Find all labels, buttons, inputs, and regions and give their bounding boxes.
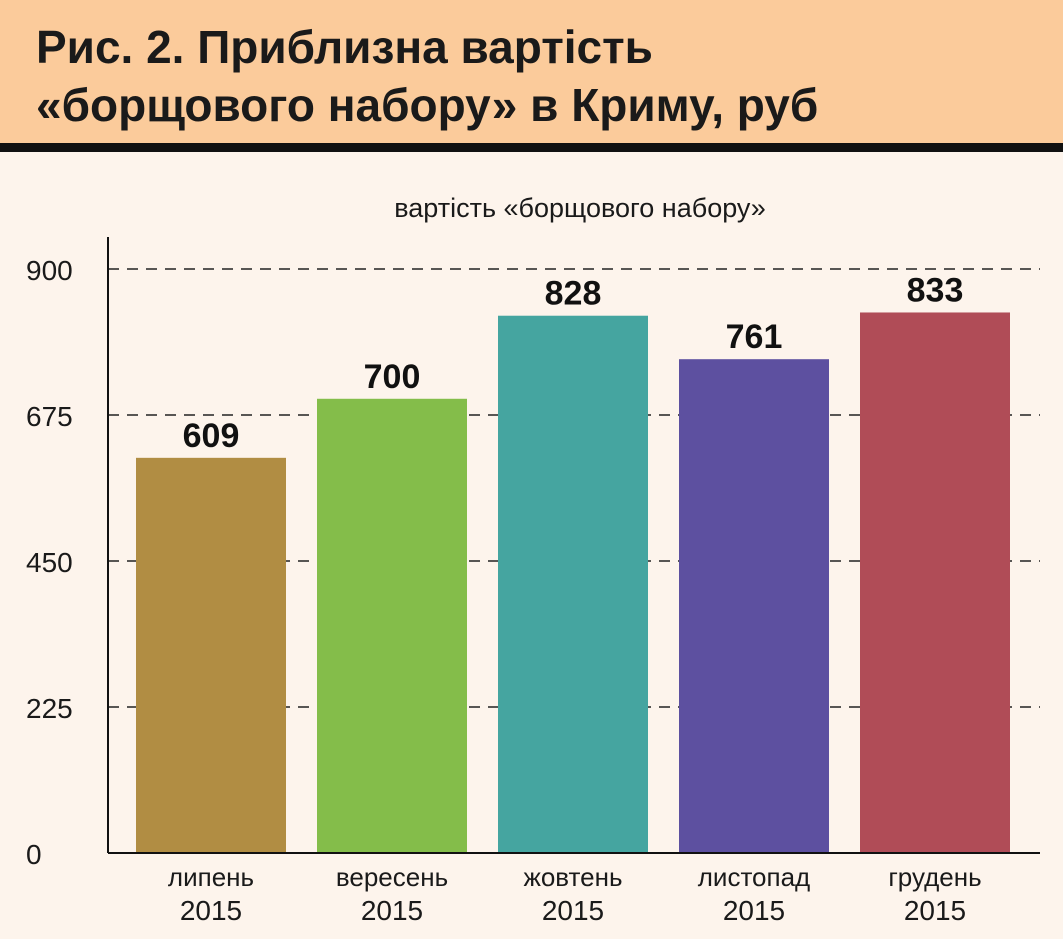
x-tick-label-month: листопад (698, 862, 810, 892)
x-tick-label-month: липень (168, 862, 254, 892)
bar (498, 315, 648, 854)
y-tick-label: 450 (26, 547, 73, 578)
data-label: 609 (183, 417, 240, 455)
y-tick-label: 0 (26, 839, 42, 870)
bar (136, 457, 286, 853)
figure-title-line-1: Рис. 2. Приблизна вартість (36, 21, 653, 73)
x-tick-label-month: грудень (888, 862, 981, 892)
y-tick-label: 225 (26, 693, 73, 724)
bar (860, 312, 1010, 853)
data-label: 761 (726, 318, 783, 356)
x-axis-tick-labels: липень2015вересень2015жовтень2015листопа… (168, 862, 982, 926)
x-tick-label-year: 2015 (361, 895, 423, 926)
data-label: 833 (907, 271, 964, 309)
x-tick-label-year: 2015 (180, 895, 242, 926)
bar-chart: вартість «борщового набору» 0 225 450 675 90… (26, 193, 1040, 926)
data-label: 828 (545, 275, 602, 313)
data-label: 700 (364, 358, 421, 396)
x-tick-label-month: жовтень (523, 862, 622, 892)
figure-title: Рис. 2. Приблизна вартість «борщового на… (36, 18, 1036, 134)
y-axis-tick-labels: 0 225 450 675 900 (26, 255, 73, 870)
figure-title-line-2: «борщового набору» в Криму, руб (36, 79, 819, 131)
chart-title: вартість «борщового набору» (394, 193, 766, 223)
bar (679, 359, 829, 853)
bar (317, 398, 467, 853)
bars (136, 312, 1010, 854)
title-rule (0, 143, 1063, 152)
title-banner (0, 0, 1063, 143)
x-tick-label-year: 2015 (542, 895, 604, 926)
data-labels: 609 700 828 761 833 (183, 271, 964, 454)
x-tick-label-month: вересень (336, 862, 448, 892)
y-tick-label: 900 (26, 255, 73, 286)
x-tick-label-year: 2015 (723, 895, 785, 926)
x-tick-label-year: 2015 (904, 895, 966, 926)
y-tick-label: 675 (26, 401, 73, 432)
